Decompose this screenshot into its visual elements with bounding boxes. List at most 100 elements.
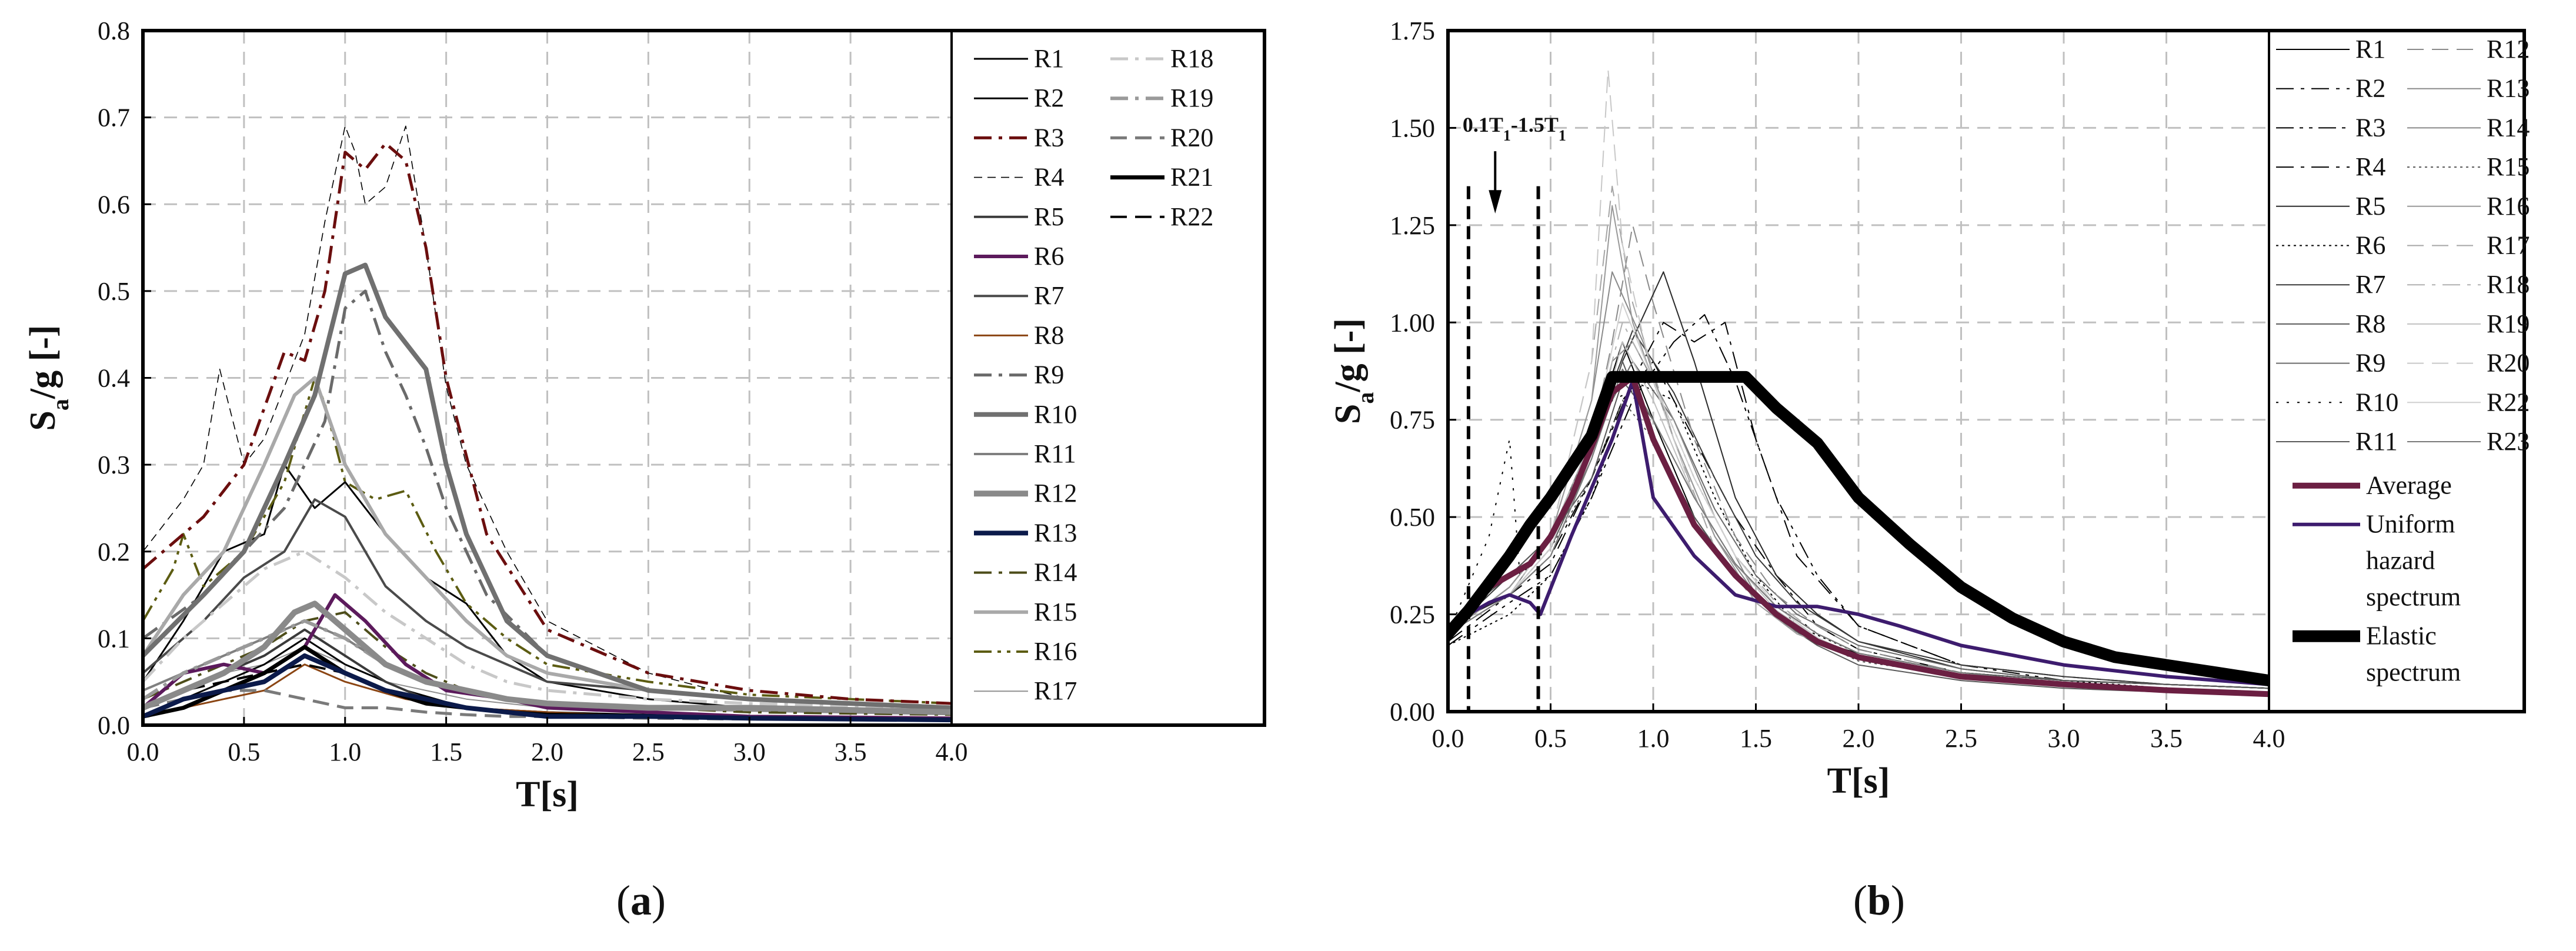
series-line-uniform-hazard-spectrum [1448, 379, 2269, 686]
legend-label: Elastic [2366, 622, 2437, 650]
legend-label: R9 [1034, 361, 1064, 389]
legend-label: R15 [2487, 152, 2530, 181]
legend-label: R14 [1034, 558, 1077, 587]
series-line-r12 [143, 600, 952, 715]
x-tick-label: 3.5 [2150, 724, 2183, 753]
legend-label: R15 [1034, 598, 1077, 626]
legend-0: R1 R2 R3 R4 R5 R6 R7 R8 R9 R10 R11 R12 R13 R14 R15 R16 R… [974, 44, 1213, 705]
legend-label: R4 [1034, 163, 1064, 192]
grid-0 [143, 31, 952, 725]
y-tick-label: 1.25 [1390, 211, 1435, 240]
x-tick-label: 1.5 [430, 738, 462, 766]
y-tick-label: 0.6 [98, 190, 130, 219]
series-line-r18 [143, 550, 952, 709]
legend-label: R17 [2487, 231, 2530, 260]
series-line-r13 [143, 653, 952, 723]
legend-label: R10 [2355, 388, 2398, 416]
series-group-0 [143, 125, 952, 723]
x-tick-label: 0.5 [228, 738, 260, 766]
legend-label: R23 [2487, 427, 2530, 456]
y-tick-label: 0.2 [98, 538, 130, 566]
legend-label: R4 [2355, 152, 2385, 181]
y-tick-label: 0.8 [98, 16, 130, 45]
series-line-r16 [143, 376, 952, 705]
plot-frame [1446, 29, 2526, 713]
legend-label: R16 [2487, 192, 2530, 221]
annotation-range: 0.1T1-1.5T1 [1463, 113, 1566, 712]
y-tick-label: 0.5 [98, 277, 130, 306]
y-tick-label: 0.4 [98, 364, 130, 393]
legend-label: R11 [2355, 427, 2398, 456]
y-tick-label: 0.75 [1390, 406, 1435, 435]
x-tick-label: 4.0 [936, 738, 968, 766]
legend-label: R20 [2487, 349, 2530, 378]
series-group-1 [1448, 69, 2269, 698]
x-tick-label: 4.0 [2253, 724, 2285, 753]
x-tick-label: 2.5 [1945, 724, 1977, 753]
annotation-label: 0.1T1-1.5T1 [1463, 113, 1566, 144]
legend-label: R6 [2355, 231, 2385, 260]
legend-label: R2 [1034, 84, 1064, 112]
legend-label: R19 [2487, 309, 2530, 338]
y-tick-label: 0.3 [98, 451, 130, 479]
legend-label: Uniform [2366, 510, 2455, 539]
y-tick-label: 0.0 [98, 711, 130, 740]
legend-label: R10 [1034, 400, 1077, 429]
x-tick-label: 1.0 [329, 738, 361, 766]
legend-label: R19 [1170, 84, 1213, 112]
y-tick-label: 0.7 [98, 104, 130, 132]
x-tick-label: 3.0 [733, 738, 766, 766]
legend-label: R5 [1034, 202, 1064, 231]
legend-label: R14 [2487, 113, 2530, 142]
legend-label: spectrum [2366, 583, 2461, 612]
x-axis-label: T[s] [516, 775, 579, 815]
y-tick-label: 0.50 [1390, 503, 1435, 532]
x-axis-label: T[s] [1827, 761, 1890, 801]
legend-label: R8 [2355, 309, 2385, 338]
series-line-r15 [143, 376, 952, 710]
legend-label: R17 [1034, 676, 1077, 705]
legend-label: R8 [1034, 321, 1064, 349]
legend-label: R13 [2487, 74, 2530, 103]
legend-label: Average [2366, 471, 2452, 500]
legend-label: R2 [2355, 74, 2385, 103]
legend-label: R16 [1034, 637, 1077, 666]
series-line-r3 [143, 142, 952, 705]
y-tick-label: 0.1 [98, 624, 130, 653]
legend-label: R18 [2487, 270, 2530, 299]
legend-label: R22 [1170, 202, 1213, 231]
chart-panel-b: 0.1T1-1.5T1 0.0 0.5 1.0 1.5 2.0 2.5 3.0 3.5 4.0 0.… [1328, 16, 2530, 924]
legend-label: R1 [2355, 35, 2385, 64]
x-tick-label: 1.0 [1637, 724, 1670, 753]
series-line-average [1448, 373, 2269, 698]
legend-label: R1 [1034, 44, 1064, 73]
legend-label: R7 [1034, 281, 1064, 310]
y-axis-label: Sa/g [-] [1328, 318, 1379, 424]
legend-label: R7 [2355, 270, 2385, 299]
legend-label: R21 [1170, 163, 1213, 192]
x-tick-label: 1.5 [1740, 724, 1772, 753]
legend-label: R9 [2355, 349, 2385, 378]
y-tick-label: 0.25 [1390, 600, 1435, 629]
legend-label: R12 [2487, 35, 2530, 64]
legend-label: hazard [2366, 546, 2435, 575]
panel-caption: (a) [616, 877, 666, 924]
series-line-elastic-spectrum [1448, 371, 2269, 687]
series-line-r10 [143, 262, 952, 710]
chart-panel-a: 0.0 0.5 1.0 1.5 2.0 2.5 3.0 3.5 4.0 0.0 0.1 0.2 0.3 0… [23, 16, 1266, 924]
legend-label: R12 [1034, 479, 1077, 508]
y-tick-label: 1.50 [1390, 114, 1435, 142]
x-tick-label: 3.5 [835, 738, 867, 766]
annotation-arrow-head [1489, 190, 1502, 214]
legend-label: R3 [2355, 113, 2385, 142]
legend-label: R20 [1170, 123, 1213, 152]
legend-1: R1 R2 R3 R4 R5 R6 R7 R8 R9 R10 R11 R12 R13 R14 R15 R16 R… [2276, 35, 2530, 687]
x-tick-label: 0.0 [127, 738, 159, 766]
legend-label: R5 [2355, 192, 2385, 221]
legend-label: R22 [2487, 388, 2530, 416]
y-tick-label: 0.00 [1390, 698, 1435, 726]
x-tick-label: 2.5 [632, 738, 665, 766]
legend-label: R13 [1034, 518, 1077, 547]
series-line-r4 [143, 125, 952, 709]
